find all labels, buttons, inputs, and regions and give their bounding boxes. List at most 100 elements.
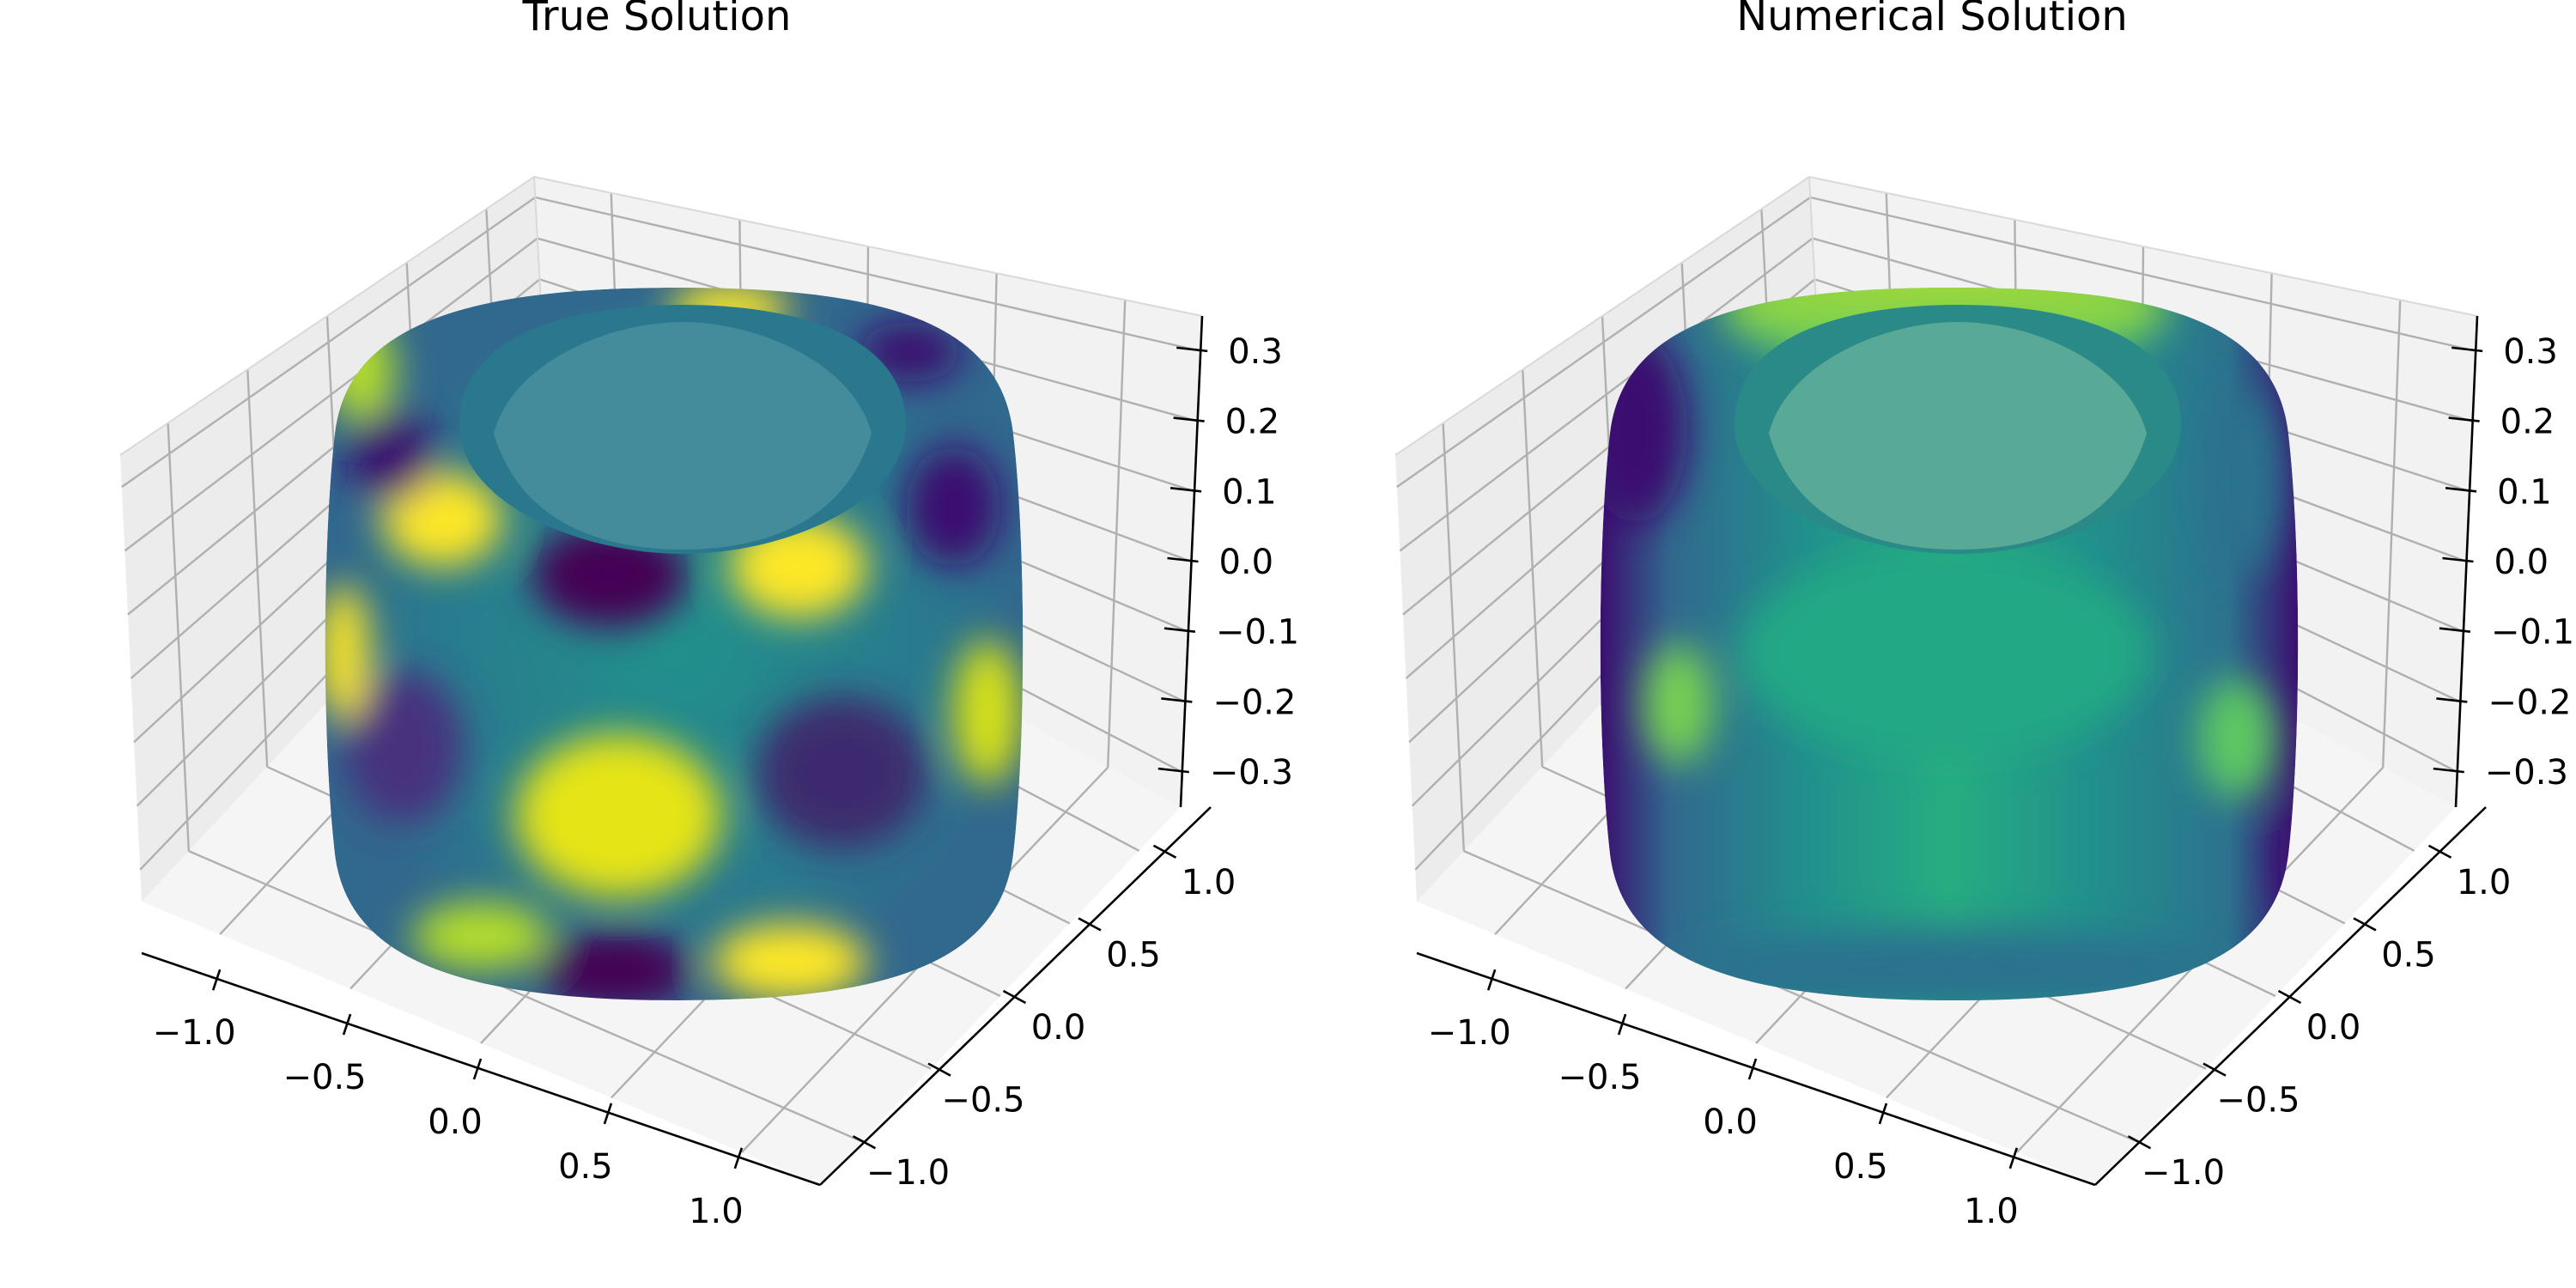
z-tick-label: 0.0 [2494,543,2549,582]
z-tick-label: −0.1 [1216,613,1299,653]
grid-line [1463,850,2137,1143]
x-tick-mark [2008,1147,2019,1170]
x-tick-label: 1.0 [689,1192,744,1231]
y-tick-label: −1.0 [2142,1153,2225,1193]
true-solution-y-ticks: −1.0 −0.50.0 0.5 1.0 [852,844,1236,1193]
z-tick-mark [2439,627,2471,634]
z-tick-label: −0.3 [1210,753,1293,793]
y-tick-label: −0.5 [2216,1081,2300,1121]
y-tick-label: 0.0 [1031,1008,1086,1048]
z-tick-mark [1176,346,1208,353]
numerical-solution-y-ticks: −1.0 −0.50.0 0.5 1.0 [2127,844,2512,1193]
x-tick-mark [1747,1058,1758,1080]
z-tick-label: −0.2 [1212,683,1296,722]
x-tick-mark [1878,1103,1888,1125]
true-solution-axes: True Solution [119,0,1299,1231]
z-tick-mark [2433,767,2464,774]
y-tick-mark [927,1062,951,1077]
numerical-solution-axes: Numerical Solution [1394,0,2574,1231]
z-tick-mark [2436,697,2468,703]
z-tick-label: 0.1 [1222,472,1277,512]
x-tick-label: 1.0 [1964,1192,2019,1231]
x-tick-mark [733,1147,744,1170]
z-tick-mark [1173,416,1205,422]
pattern-blob [1739,550,2151,756]
z-tick-label: 0.3 [2503,332,2558,372]
z-tick-mark [1170,486,1202,493]
pattern-blob [2207,386,2284,575]
pattern-blob [756,696,927,850]
z-tick-mark [2451,346,2483,353]
z-tick-mark [1157,767,1189,774]
surface-hole-inner-wall [494,322,872,550]
x-tick-mark [342,1013,352,1036]
y-tick-mark [1078,917,1102,932]
z-tick-mark [2448,416,2480,422]
y-tick-label: 0.5 [2381,935,2436,975]
pattern-blob [348,408,434,502]
z-tick-mark [1167,556,1199,563]
y-tick-mark [1152,844,1177,859]
y-tick-mark [852,1135,877,1150]
z-tick-label: 0.0 [1219,543,1274,582]
z-tick-mark [2442,556,2474,563]
x-tick-label: 0.0 [428,1103,483,1142]
pattern-blob [2198,678,2275,799]
true-solution-z-ticks: −0.3 −0.2 −0.1 0.0 0.1 0.2 0.3 [1157,332,1299,793]
x-tick-mark [603,1103,613,1125]
surface-hole-inner-wall [1769,322,2147,550]
true-solution-title: True Solution [522,0,792,40]
y-tick-mark [1002,989,1027,1005]
x-tick-mark [472,1058,483,1080]
pattern-blob [412,902,550,970]
y-axis-line [2094,806,2487,1186]
numerical-solution-title: Numerical Solution [1736,0,2128,40]
z-tick-mark [2445,486,2477,493]
grid-line [188,850,862,1143]
z-tick-label: 0.3 [1228,332,1283,372]
true-solution-surface [325,288,1024,1000]
x-tick-label: −1.0 [153,1013,236,1053]
y-tick-label: 0.0 [2306,1008,2361,1048]
z-tick-label: 0.2 [1225,403,1280,442]
y-axis-line [819,806,1212,1186]
x-tick-label: −0.5 [283,1058,367,1097]
y-tick-mark [2277,989,2302,1005]
pattern-blob [537,932,691,1000]
z-tick-label: −0.1 [2491,613,2574,653]
pattern-blob [515,734,721,897]
true-solution-x-ticks: −1.0 −0.5 0.0 0.5 1.0 [153,969,744,1231]
x-tick-label: 0.5 [1833,1147,1888,1187]
z-tick-label: −0.3 [2485,753,2568,793]
pattern-blob [906,447,1000,567]
y-tick-label: 1.0 [1182,863,1236,902]
x-axis-line [141,951,821,1187]
y-tick-mark [2353,917,2377,932]
pattern-blob [953,640,1022,786]
x-axis-line [1416,951,2096,1187]
pattern-blob [1644,644,1713,764]
x-tick-mark [1486,969,1497,991]
pattern-blob [713,923,867,1000]
x-tick-label: 0.5 [558,1147,613,1187]
y-tick-label: 1.0 [2457,863,2512,902]
z-tick-mark [1161,697,1193,703]
pattern-blob [325,584,369,721]
x-tick-label: 0.0 [1703,1103,1758,1142]
x-tick-label: −1.0 [1428,1013,1511,1053]
y-tick-mark [2202,1062,2227,1077]
numerical-solution-x-ticks: −1.0 −0.5 0.0 0.5 1.0 [1428,969,2019,1231]
x-tick-label: −0.5 [1558,1058,1642,1097]
x-tick-mark [1617,1013,1627,1036]
y-tick-mark [2127,1135,2152,1150]
numerical-solution-surface [1600,288,2299,1000]
z-tick-label: 0.1 [2497,472,2552,512]
z-tick-mark [1163,627,1196,634]
pattern-blob [343,670,464,824]
z-tick-label: −0.2 [2488,683,2571,722]
y-tick-label: −1.0 [866,1153,950,1193]
y-tick-label: 0.5 [1106,935,1161,975]
y-tick-label: −0.5 [941,1081,1024,1121]
z-tick-label: 0.2 [2500,403,2555,442]
